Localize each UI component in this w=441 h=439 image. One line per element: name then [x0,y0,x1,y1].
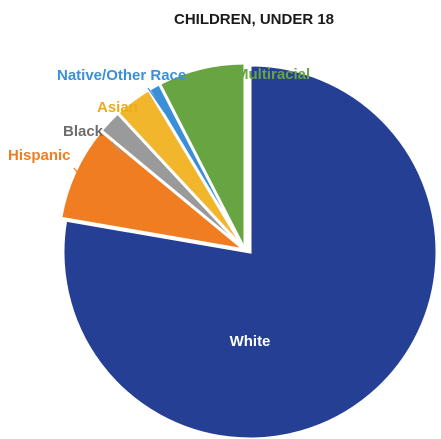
slice-label-multiracial: Multiracial [236,66,310,83]
chart-title: CHILDREN, UNDER 18 [174,11,334,28]
leader-line [147,87,166,114]
leader-lines [73,76,235,187]
slice-labels: White Hispanic Black Asian Native/Other Race… [8,66,310,350]
slice-label-asian: Asian [97,99,138,116]
pie-slice-white [61,63,439,439]
slice-label-black: Black [63,123,104,140]
pie-slice-multiracial [157,61,247,251]
leader-line [219,76,235,96]
pie-slices [58,61,439,439]
leader-line [73,167,89,187]
slice-label-hispanic: Hispanic [8,147,71,164]
pie-slice-hispanic [58,128,251,253]
slice-label-native-other-race: Native/Other Race [57,67,186,84]
leader-line [143,116,151,127]
slice-label-white: White [230,333,271,350]
leader-line [111,141,122,154]
